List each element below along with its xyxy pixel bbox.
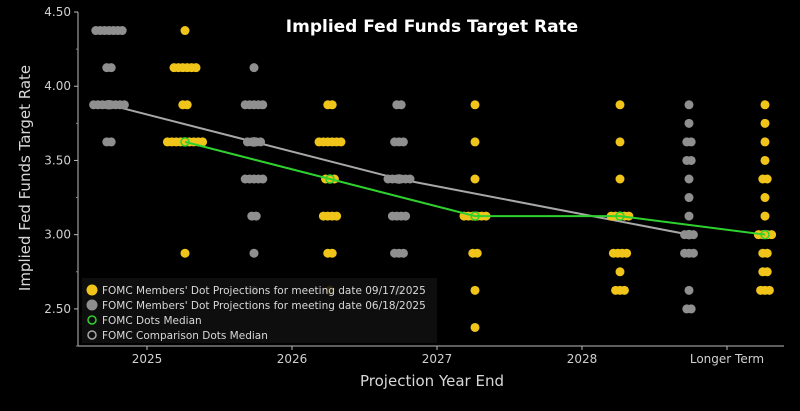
dots-median-marker <box>325 174 335 184</box>
dot-current <box>191 63 201 73</box>
y-axis-title: Implied Fed Funds Target Rate <box>16 65 34 291</box>
y-tick-label: 3.00 <box>44 228 71 242</box>
x-tick-label: 2028 <box>567 352 598 366</box>
dot-current <box>336 137 346 147</box>
dot-previous <box>684 211 694 221</box>
dot-current <box>470 137 480 147</box>
dot-current <box>760 155 770 165</box>
comparison-median-line <box>108 103 690 236</box>
dot-current <box>760 193 770 203</box>
dot-previous <box>256 137 266 147</box>
x-axis-title: Projection Year End <box>360 372 504 390</box>
dot-current <box>615 174 625 184</box>
legend-label-3: FOMC Comparison Dots Median <box>102 330 268 342</box>
legend-background <box>82 278 437 343</box>
dot-current <box>472 248 482 258</box>
dot-current <box>622 248 632 258</box>
dot-previous <box>249 248 259 258</box>
legend-marker-2 <box>87 315 97 325</box>
dot-current <box>470 100 480 110</box>
legend-label-0: FOMC Members' Dot Projections for meetin… <box>102 285 426 297</box>
dot-current <box>762 174 772 184</box>
x-tick-label: Longer Term <box>690 352 764 366</box>
dot-current <box>615 137 625 147</box>
dot-current <box>615 100 625 110</box>
dot-previous <box>686 304 696 314</box>
dot-current <box>615 267 625 277</box>
dot-current <box>470 174 480 184</box>
x-tick-label: 2027 <box>422 352 453 366</box>
legend-label-1: FOMC Members' Dot Projections for meetin… <box>102 300 426 312</box>
y-tick-label: 4.00 <box>44 79 71 93</box>
dot-current <box>762 248 772 258</box>
dot-previous <box>249 63 259 73</box>
dot-current <box>619 285 629 295</box>
dot-previous <box>251 211 261 221</box>
dots-median-marker <box>615 211 625 221</box>
dot-previous <box>686 155 696 165</box>
dot-current <box>182 100 192 110</box>
dots-median-marker <box>760 229 770 240</box>
dots-median-line <box>184 140 766 236</box>
dot-current <box>327 100 337 110</box>
dot-previous <box>684 193 694 203</box>
dot-previous <box>106 63 116 73</box>
y-tick-label: 3.50 <box>44 153 71 167</box>
dot-current <box>198 137 208 147</box>
dot-current <box>470 322 480 332</box>
dot-previous <box>405 174 415 184</box>
dot-previous <box>396 100 406 110</box>
dot-current <box>760 100 770 110</box>
dot-previous <box>258 174 268 184</box>
dot-current <box>332 211 342 221</box>
dot-current <box>180 26 190 36</box>
x-tick-label: 2026 <box>277 352 308 366</box>
axes: 2.50 3.00 3.50 4.00 4.50 2025 2026 2027 2028 Long… <box>44 5 784 366</box>
legend-label-2: FOMC Dots Median <box>102 315 202 327</box>
dot-previous <box>684 174 694 184</box>
dot-previous <box>401 211 411 221</box>
dot-previous <box>398 248 408 258</box>
dot-previous <box>684 100 694 110</box>
median-line-group <box>180 137 770 240</box>
dot-previous <box>398 137 408 147</box>
dot-previous <box>688 248 698 258</box>
dot-previous <box>686 137 696 147</box>
x-tick-label: 2025 <box>132 352 163 366</box>
dot-previous <box>106 137 116 147</box>
legend: FOMC Members' Dot Projections for meetin… <box>82 278 437 343</box>
y-tick-label: 4.50 <box>44 5 71 19</box>
dot-previous <box>688 230 698 240</box>
dot-current <box>767 230 777 240</box>
legend-marker-0 <box>86 284 98 296</box>
dot-current <box>180 248 190 258</box>
dot-current <box>760 118 770 128</box>
dot-previous <box>117 26 127 36</box>
dot-previous <box>258 100 268 110</box>
dot-current <box>327 248 337 258</box>
dot-current <box>762 267 772 277</box>
dot-current <box>760 211 770 221</box>
dot-current <box>470 285 480 295</box>
dots-median-marker <box>180 137 190 147</box>
dot-previous <box>684 118 694 128</box>
dot-previous <box>119 100 129 110</box>
legend-marker-1 <box>86 299 98 311</box>
dot-previous <box>684 285 694 295</box>
legend-marker-3 <box>87 330 97 340</box>
y-tick-label: 2.50 <box>44 302 71 316</box>
chart-title: Implied Fed Funds Target Rate <box>286 17 578 37</box>
dots-group <box>89 26 777 332</box>
dot-current <box>764 285 774 295</box>
dots-median-marker <box>470 211 480 221</box>
dot-current <box>760 137 770 147</box>
